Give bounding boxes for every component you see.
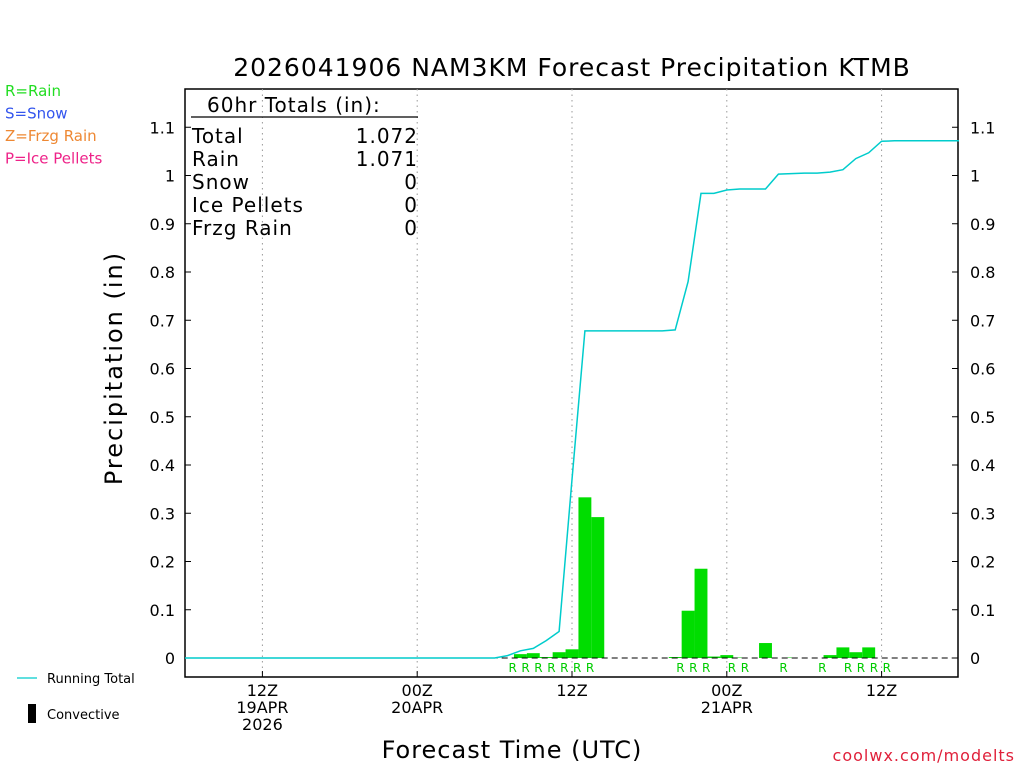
x-tick-label: 2026 bbox=[242, 715, 283, 734]
precip-bar bbox=[565, 649, 579, 658]
precip-type-legend-item: P=Ice Pellets bbox=[5, 150, 102, 168]
y-tick-label-left: 0.2 bbox=[150, 553, 175, 572]
precip-type-legend: R=Rain S=Snow Z=Frzg Rain P=Ice Pellets bbox=[5, 82, 102, 168]
y-tick-label-right: 1 bbox=[970, 167, 980, 186]
ptype-label: R bbox=[521, 661, 529, 675]
chart-title: 2026041906 NAM3KM Forecast Precipitation… bbox=[233, 53, 911, 82]
totals-row-label: Rain bbox=[192, 147, 240, 171]
totals-row-value: 0 bbox=[404, 193, 418, 217]
y-tick-label-right: 1.1 bbox=[970, 118, 995, 137]
y-tick-label-right: 0.8 bbox=[970, 263, 995, 282]
ptype-label: R bbox=[857, 661, 865, 675]
ptype-label: R bbox=[689, 661, 697, 675]
y-tick-label-right: 0.1 bbox=[970, 601, 995, 620]
y-tick-label-right: 0.3 bbox=[970, 504, 995, 523]
convective-legend-label: Convective bbox=[47, 708, 120, 723]
x-tick-label: 12Z bbox=[866, 681, 897, 700]
y-tick-label-left: 0.7 bbox=[150, 311, 175, 330]
y-tick-label-left: 0.5 bbox=[150, 408, 175, 427]
precip-bar bbox=[862, 647, 876, 658]
precip-bar bbox=[759, 643, 772, 658]
ptype-label: R bbox=[573, 661, 581, 675]
precip-bar bbox=[707, 656, 721, 658]
precip-bar bbox=[720, 655, 734, 658]
totals-row-value: 0 bbox=[404, 216, 418, 240]
x-axis-label: Forecast Time (UTC) bbox=[382, 736, 643, 764]
series-legend: Running Total Convective bbox=[17, 672, 135, 723]
precip-bar bbox=[823, 655, 837, 658]
ptype-label: R bbox=[818, 661, 826, 675]
x-tick-label: 00Z bbox=[402, 681, 433, 700]
totals-row-label: Ice Pellets bbox=[192, 193, 304, 217]
ptype-label: R bbox=[534, 661, 542, 675]
ptype-label: R bbox=[560, 661, 568, 675]
precip-type-legend-item: R=Rain bbox=[5, 82, 61, 100]
x-tick-label: 12Z bbox=[247, 681, 278, 700]
y-tick-label-left: 1.1 bbox=[150, 118, 175, 137]
precip-bar bbox=[513, 654, 527, 658]
totals-row-value: 1.072 bbox=[356, 124, 418, 148]
totals-row-value: 0 bbox=[404, 170, 418, 194]
x-tick-label: 20APR bbox=[391, 698, 443, 717]
ptype-label: R bbox=[586, 661, 594, 675]
x-tick-label: 00Z bbox=[711, 681, 742, 700]
y-tick-label-left: 0.1 bbox=[150, 601, 175, 620]
y-tick-label-right: 0.2 bbox=[970, 553, 995, 572]
ptype-label: R bbox=[883, 661, 891, 675]
precip-bars bbox=[513, 497, 876, 658]
precip-bar bbox=[552, 652, 566, 658]
y-tick-label-left: 1 bbox=[165, 167, 175, 186]
running-total-line bbox=[185, 140, 959, 659]
precip-bar bbox=[591, 517, 605, 658]
ptype-label: R bbox=[870, 661, 878, 675]
totals-row-label: Frzg Rain bbox=[192, 216, 293, 240]
y-tick-label-left: 0.4 bbox=[150, 456, 175, 475]
ptype-label: R bbox=[676, 661, 684, 675]
totals-row-label: Total bbox=[191, 124, 244, 148]
y-tick-label-left: 0.3 bbox=[150, 504, 175, 523]
totals-row-label: Snow bbox=[192, 170, 250, 194]
ptype-label: R bbox=[728, 661, 736, 675]
precip-bar bbox=[681, 610, 695, 658]
y-tick-label-left: 0.8 bbox=[150, 263, 175, 282]
precip-type-legend-item: S=Snow bbox=[5, 105, 68, 123]
y-tick-label-left: 0.9 bbox=[150, 215, 175, 234]
credit-text: coolwx.com/modelts bbox=[833, 746, 1015, 765]
x-tick-label: 12Z bbox=[556, 681, 587, 700]
x-tick-label: 21APR bbox=[701, 698, 753, 717]
y-tick-label-right: 0.4 bbox=[970, 456, 995, 475]
y-tick-label-right: 0.9 bbox=[970, 215, 995, 234]
ptype-label: R bbox=[547, 661, 555, 675]
precip-bar bbox=[849, 652, 863, 658]
y-tick-label-right: 0.5 bbox=[970, 408, 995, 427]
ptype-label: R bbox=[844, 661, 852, 675]
y-axis-left: 0 0.1 0.2 0.3 0.4 0.5 0.6 0.7 0.8 0.9 1 1.1 bbox=[150, 118, 191, 668]
y-tick-label-left: 0.6 bbox=[150, 360, 175, 379]
x-tick-label: 19APR bbox=[236, 698, 288, 717]
totals-box: 60hr Totals (in): Total 1.072 Rain 1.071 Sno… bbox=[191, 93, 418, 240]
y-tick-label-right: 0 bbox=[970, 649, 980, 668]
y-axis-label: Precipitation (in) bbox=[100, 251, 128, 485]
ptype-label: R bbox=[741, 661, 749, 675]
ptype-label: R bbox=[779, 661, 787, 675]
ptype-label: R bbox=[508, 661, 516, 675]
y-tick-label-left: 0 bbox=[165, 649, 175, 668]
convective-swatch bbox=[28, 704, 36, 723]
precip-bar bbox=[836, 647, 850, 658]
precip-type-legend-item: Z=Frzg Rain bbox=[5, 127, 97, 145]
precip-bar bbox=[526, 653, 540, 658]
totals-header: 60hr Totals (in): bbox=[207, 93, 381, 117]
y-tick-label-right: 0.6 bbox=[970, 360, 995, 379]
ptype-label: R bbox=[702, 661, 710, 675]
precip-bar bbox=[694, 568, 708, 658]
grid-lines bbox=[261, 89, 883, 677]
precip-bar bbox=[578, 497, 592, 658]
y-tick-label-right: 0.7 bbox=[970, 311, 995, 330]
y-axis-right: 0 0.1 0.2 0.3 0.4 0.5 0.6 0.7 0.8 0.9 1 1.1 bbox=[952, 118, 995, 668]
running-total-legend-label: Running Total bbox=[47, 672, 135, 687]
totals-row-value: 1.071 bbox=[356, 147, 418, 171]
